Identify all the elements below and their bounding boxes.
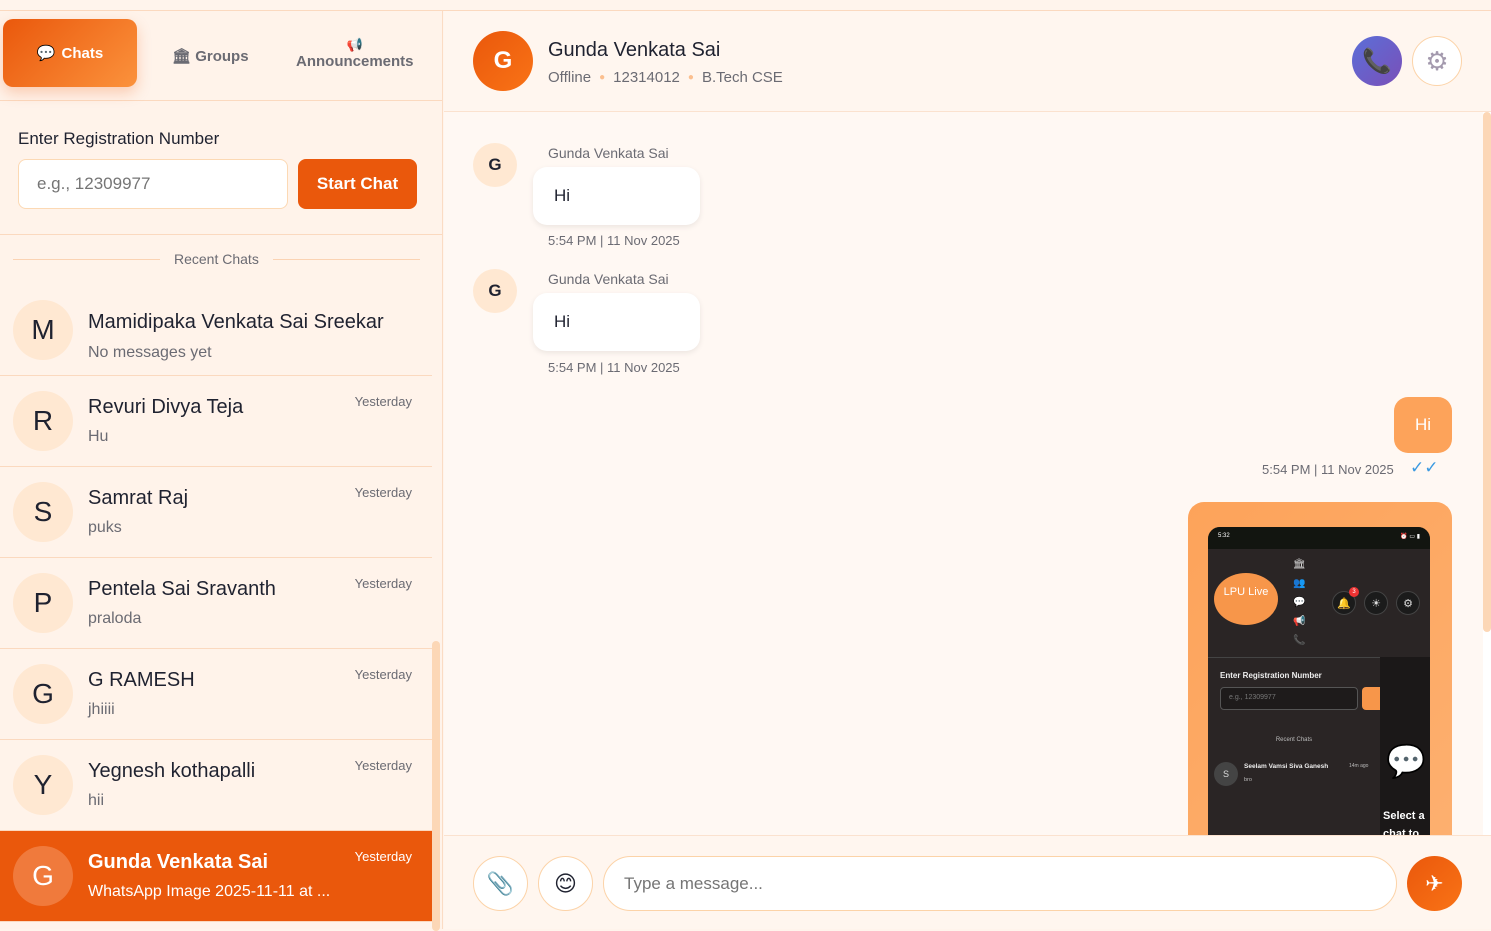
gear-icon: ⚙: [1425, 45, 1449, 76]
megaphone-icon: 📢: [346, 37, 363, 52]
sun-icon: ☀: [1364, 591, 1388, 615]
avatar: G: [473, 143, 517, 187]
registration-label: Enter Registration Number: [18, 129, 220, 148]
top-border: [0, 10, 1491, 11]
call-button[interactable]: 📞: [1352, 36, 1402, 86]
chat-name: Revuri Divya Teja: [88, 396, 244, 418]
registration-form: Enter Registration Number Start Chat: [0, 101, 442, 235]
chat-list-item[interactable]: P Pentela Sai Sravanth praloda Yesterday: [0, 558, 432, 649]
message-bubble: Hi: [533, 167, 700, 225]
composer: 📎 😊 ✈: [444, 835, 1491, 929]
chat-time: Yesterday: [354, 667, 412, 682]
avatar: R: [13, 391, 73, 451]
reg-number: 12314012: [613, 69, 680, 86]
avatar: G: [473, 269, 517, 313]
chat-preview: praloda: [88, 610, 142, 627]
chat-name: Samrat Raj: [88, 487, 189, 509]
sidebar: 💬 Chats 🏛 Groups 📢 Announcements Enter Reg…: [0, 11, 443, 931]
avatar: P: [13, 573, 73, 633]
tab-groups[interactable]: 🏛 Groups: [172, 48, 249, 65]
status-text: Offline: [548, 69, 592, 86]
chat-bubble-icon: 💬: [36, 45, 56, 62]
logo: LPU Live: [1214, 573, 1278, 625]
chat-preview: puks: [88, 519, 122, 536]
contact-meta: Offline ● 12314012 ● B.Tech CSE: [548, 69, 783, 86]
chat-list-item[interactable]: M Mamidipaka Venkata Sai Sreekar No mess…: [0, 285, 432, 376]
chat-preview: No messages yet: [88, 344, 212, 361]
chat-preview: hii: [88, 792, 105, 809]
chat-name: G RAMESH: [88, 669, 195, 691]
message-time: 5:54 PM | 11 Nov 2025: [548, 360, 680, 375]
sender-name: Gunda Venkata Sai: [548, 271, 669, 287]
chat-list-item[interactable]: S Samrat Raj puks Yesterday: [0, 467, 432, 558]
avatar: G: [13, 664, 73, 724]
chat-time: Yesterday: [354, 394, 412, 409]
gear-icon: ⚙: [1396, 591, 1420, 615]
chat-time: Yesterday: [354, 576, 412, 591]
message-bubble-outgoing: Hi: [1394, 397, 1452, 453]
chat-time: Yesterday: [354, 849, 412, 864]
paperclip-icon: 📎: [486, 870, 515, 896]
avatar: G: [473, 31, 533, 91]
read-ticks-icon: ✓✓: [1410, 458, 1439, 477]
sender-name: Gunda Venkata Sai: [548, 145, 669, 161]
sidebar-scrollbar[interactable]: [432, 641, 440, 931]
chat-list-item[interactable]: Y Yegnesh kothapalli hii Yesterday: [0, 740, 432, 831]
tab-chats[interactable]: 💬 Chats: [3, 19, 137, 87]
recent-chats-divider: Recent Chats: [0, 235, 442, 285]
message-time: 5:54 PM | 11 Nov 2025: [1262, 462, 1394, 477]
program: B.Tech CSE: [701, 69, 783, 86]
message-bubble: Hi: [533, 293, 700, 351]
image-message[interactable]: 5:32 ⏰ ▭ ▮ LPU Live 🏛 👥 💬 📢 📞 🔔 3 ☀ ⚙ Enter R…: [1188, 502, 1452, 835]
chat-header: G Gunda Venkata Sai Offline ● 12314012 ● B…: [444, 11, 1491, 112]
image-thumbnail: 5:32 ⏰ ▭ ▮ LPU Live 🏛 👥 💬 📢 📞 🔔 3 ☀ ⚙ Enter R…: [1208, 527, 1430, 835]
tab-bar: 💬 Chats 🏛 Groups 📢 Announcements: [0, 11, 442, 101]
messages-scrollbar[interactable]: [1483, 112, 1491, 632]
chat-name: Yegnesh kothapalli: [88, 760, 256, 782]
message-list: G Gunda Venkata Sai Hi 5:54 PM | 11 Nov …: [444, 112, 1483, 835]
chat-list-item[interactable]: R Revuri Divya Teja Hu Yesterday: [0, 376, 432, 467]
phone-icon: 📞: [1362, 47, 1392, 75]
start-chat-button[interactable]: Start Chat: [298, 159, 417, 209]
smiley-icon: 😊: [554, 870, 577, 896]
chat-name: Mamidipaka Venkata Sai Sreekar: [88, 311, 384, 333]
avatar: M: [13, 300, 73, 360]
chat-name: Pentela Sai Sravanth: [88, 578, 276, 600]
chat-list: M Mamidipaka Venkata Sai Sreekar No mess…: [0, 285, 442, 922]
contact-name: Gunda Venkata Sai: [548, 39, 721, 61]
avatar: G: [13, 846, 73, 906]
chat-name: Gunda Venkata Sai: [88, 851, 269, 873]
airplane-icon: ✈: [1425, 870, 1444, 896]
emoji-button[interactable]: 😊: [538, 856, 593, 911]
chat-preview: WhatsApp Image 2025-11-11 at ...: [88, 883, 331, 900]
chat-list-item[interactable]: G G RAMESH jhiiii Yesterday: [0, 649, 432, 740]
registration-input[interactable]: [18, 159, 288, 209]
chat-preview: jhiiii: [88, 701, 115, 718]
chat-bubble-icon: 💬: [1386, 743, 1426, 779]
message-time: 5:54 PM | 11 Nov 2025: [548, 233, 680, 248]
settings-button[interactable]: ⚙: [1412, 36, 1462, 86]
bank-icon: 🏛: [172, 48, 192, 65]
message-input[interactable]: [603, 856, 1397, 911]
attach-button[interactable]: 📎: [473, 856, 528, 911]
chat-preview: Hu: [88, 428, 109, 445]
tab-announcements[interactable]: 📢 Announcements: [296, 37, 414, 70]
send-button[interactable]: ✈: [1407, 856, 1462, 911]
chat-list-item[interactable]: G Gunda Venkata Sai WhatsApp Image 2025-…: [0, 831, 432, 922]
chat-panel: G Gunda Venkata Sai Offline ● 12314012 ● B…: [444, 11, 1491, 929]
chat-time: Yesterday: [354, 485, 412, 500]
avatar: Y: [13, 755, 73, 815]
avatar: S: [13, 482, 73, 542]
chat-time: Yesterday: [354, 758, 412, 773]
